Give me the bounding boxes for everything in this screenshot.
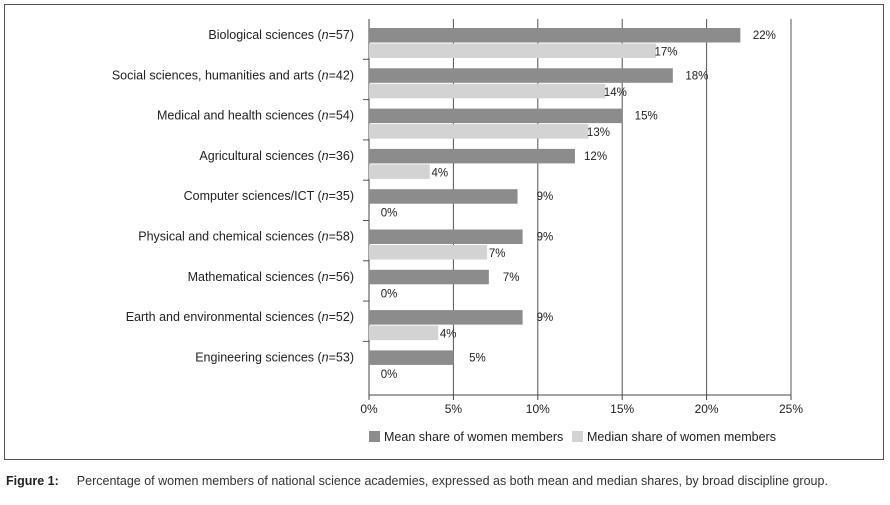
- category-label: Earth and environmental sciences (n=52): [126, 310, 354, 324]
- legend-swatch-median: [572, 431, 583, 442]
- category-label: Engineering sciences (n=53): [195, 350, 354, 364]
- mean-bar: [369, 229, 523, 244]
- bar-chart: Biological sciences (n=57) 22% 17% Social s…: [112, 19, 803, 444]
- legend-label-median: Median share of women members: [587, 430, 776, 444]
- median-bar: [369, 43, 656, 58]
- x-tick-label: 5%: [445, 402, 463, 416]
- median-value-label: 14%: [604, 87, 627, 99]
- median-value-label: 0%: [381, 369, 398, 381]
- mean-value-label: 9%: [537, 232, 554, 244]
- x-tick-label: 15%: [610, 402, 634, 416]
- category-label: Computer sciences/ICT (n=35): [184, 189, 354, 203]
- mean-bar: [369, 310, 523, 325]
- category-label: Social sciences, humanities and arts (n=…: [112, 68, 354, 82]
- median-value-label: 13%: [587, 127, 610, 139]
- mean-bar: [369, 68, 673, 83]
- median-value-label: 17%: [654, 47, 677, 59]
- median-value-label: 4%: [440, 329, 457, 341]
- category-label: Biological sciences (n=57): [208, 28, 354, 42]
- category-label: Agricultural sciences (n=36): [199, 149, 354, 163]
- chart-frame: Biological sciences (n=57) 22% 17% Social s…: [4, 4, 884, 460]
- median-value-label: 0%: [381, 288, 398, 300]
- x-tick-label: 0%: [360, 402, 378, 416]
- x-tick-label: 25%: [779, 402, 803, 416]
- mean-value-label: 9%: [537, 312, 554, 324]
- figure-label: Figure 1:: [6, 474, 59, 488]
- median-bar: [369, 164, 430, 179]
- mean-bar: [369, 189, 518, 204]
- median-bar: [369, 124, 589, 139]
- mean-value-label: 12%: [584, 151, 607, 163]
- median-value-label: 0%: [381, 208, 398, 220]
- category-label: Mathematical sciences (n=56): [188, 270, 354, 284]
- mean-value-label: 22%: [753, 30, 776, 42]
- caption-text: Percentage of women members of national …: [76, 474, 828, 488]
- mean-value-label: 18%: [685, 70, 708, 82]
- median-value-label: 4%: [431, 167, 448, 179]
- mean-bar: [369, 108, 623, 124]
- x-tick-label: 20%: [695, 402, 719, 416]
- median-bar: [369, 83, 606, 99]
- mean-bar: [369, 269, 489, 285]
- median-bar: [369, 245, 488, 260]
- mean-value-label: 7%: [503, 272, 520, 284]
- median-value-label: 7%: [489, 248, 506, 260]
- mean-bar: [369, 350, 454, 365]
- category-label: Physical and chemical sciences (n=58): [138, 230, 354, 244]
- figure-caption: Figure 1: Percentage of women members of …: [6, 474, 828, 488]
- mean-value-label: 5%: [469, 352, 486, 364]
- mean-value-label: 9%: [537, 191, 554, 203]
- legend-swatch-mean: [369, 431, 380, 442]
- mean-value-label: 15%: [635, 111, 658, 123]
- mean-bar: [369, 28, 741, 43]
- mean-bar: [369, 148, 575, 164]
- median-bar: [369, 325, 439, 341]
- category-label: Medical and health sciences (n=54): [157, 109, 354, 123]
- legend-label-mean: Mean share of women members: [384, 430, 563, 444]
- x-tick-label: 10%: [526, 402, 550, 416]
